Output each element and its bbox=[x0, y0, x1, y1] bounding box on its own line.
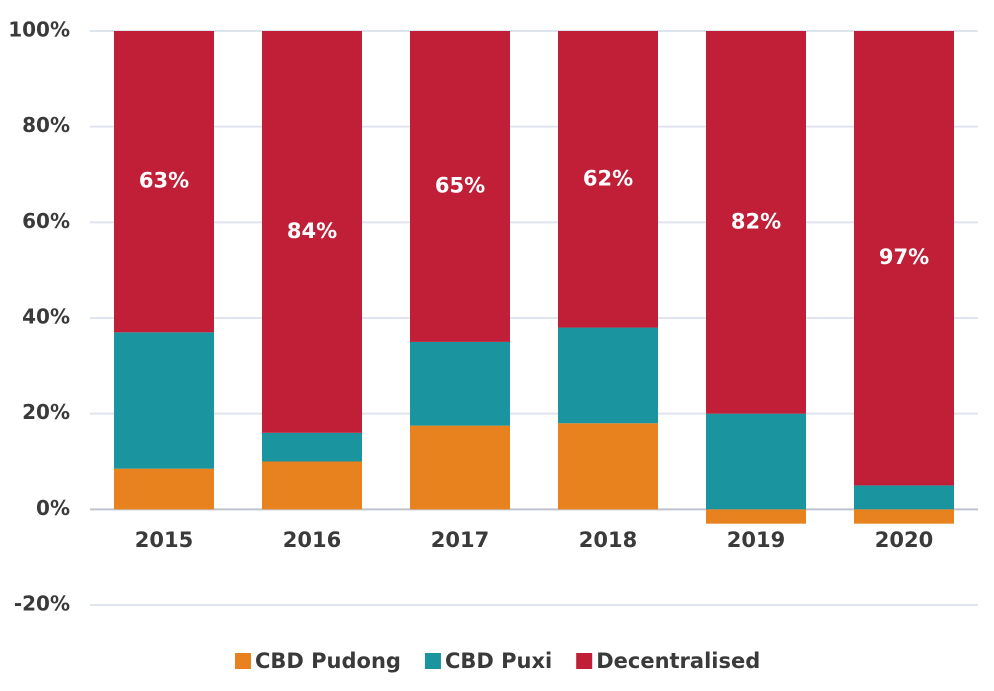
bar-segment bbox=[114, 31, 214, 333]
legend-swatch bbox=[576, 653, 593, 669]
y-tick-label: 20% bbox=[22, 400, 70, 424]
data-label: 84% bbox=[287, 219, 337, 243]
grid bbox=[90, 30, 978, 606]
bar-segment bbox=[558, 327, 658, 424]
y-tick-label: 40% bbox=[22, 305, 70, 329]
legend-label: Decentralised bbox=[596, 649, 760, 673]
data-label: 63% bbox=[139, 169, 189, 193]
legend-swatch bbox=[235, 653, 251, 669]
y-tick-label: 80% bbox=[22, 113, 70, 137]
x-tick-label: 2019 bbox=[727, 528, 785, 552]
bar-segment bbox=[410, 341, 510, 426]
bar-segment bbox=[558, 423, 658, 510]
bar-segment bbox=[558, 31, 658, 328]
data-label: 65% bbox=[435, 173, 485, 197]
legend-swatch bbox=[424, 653, 441, 669]
bar-segment bbox=[410, 31, 510, 342]
bar-segment bbox=[114, 332, 214, 469]
x-tick-label: 2020 bbox=[875, 528, 933, 552]
bar-segment bbox=[262, 31, 362, 433]
bar-segment bbox=[262, 432, 362, 462]
bar-segment bbox=[854, 31, 954, 486]
bar-segment bbox=[114, 468, 214, 510]
bar-segment bbox=[854, 485, 954, 510]
y-tick-label: 60% bbox=[22, 209, 70, 233]
bar-segment bbox=[262, 461, 362, 510]
data-label: 62% bbox=[583, 166, 633, 190]
bars bbox=[114, 31, 954, 524]
x-tick-label: 2018 bbox=[579, 528, 637, 552]
legend-label: CBD Pudong bbox=[255, 649, 401, 673]
bar-segment bbox=[854, 509, 954, 524]
x-tick-label: 2016 bbox=[283, 528, 341, 552]
y-tick-label: 100% bbox=[8, 18, 70, 42]
data-label: 97% bbox=[879, 245, 929, 269]
data-label: 82% bbox=[731, 209, 781, 233]
labels: -20% 0% 20% 40% 60% 80% 100% 2015 63% 2016 84% 2017… bbox=[8, 18, 933, 674]
x-tick-label: 2017 bbox=[431, 528, 489, 552]
bar-segment bbox=[706, 31, 806, 414]
bar-segment bbox=[706, 509, 806, 524]
y-tick-label: -20% bbox=[14, 592, 70, 616]
legend-label: CBD Puxi bbox=[445, 649, 552, 673]
x-tick-label: 2015 bbox=[135, 528, 193, 552]
y-tick-label: 0% bbox=[36, 496, 70, 520]
bar-segment bbox=[706, 413, 806, 510]
bar-segment bbox=[410, 425, 510, 510]
